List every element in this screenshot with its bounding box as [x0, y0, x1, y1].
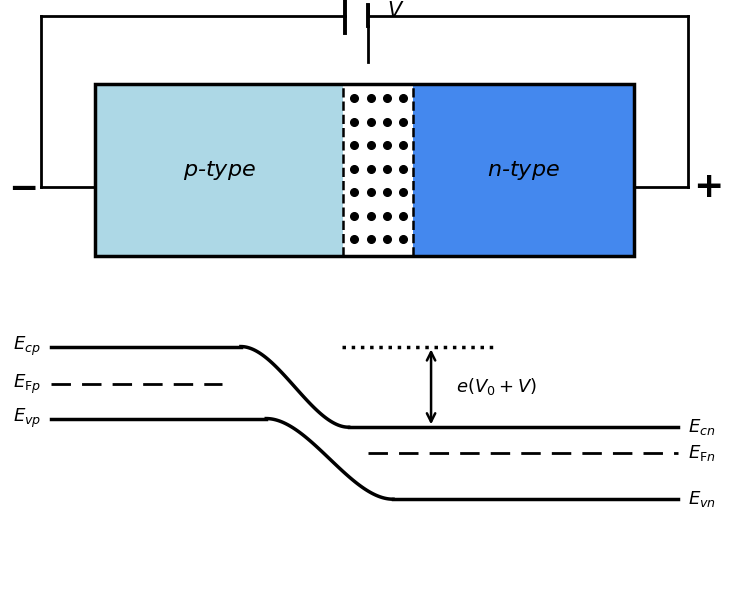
- Bar: [95, 84, 634, 256]
- Text: $E_{cp}$: $E_{cp}$: [13, 335, 42, 358]
- Text: $E_{vp}$: $E_{vp}$: [13, 407, 42, 430]
- Text: $\mathbf{-}$: $\mathbf{-}$: [8, 170, 36, 204]
- Text: $E_{\mathrm{F}n}$: $E_{\mathrm{F}n}$: [687, 443, 716, 463]
- Text: $E_{cn}$: $E_{cn}$: [687, 417, 715, 437]
- Bar: [95, 84, 343, 256]
- Text: $E_{\mathrm{F}p}$: $E_{\mathrm{F}p}$: [13, 373, 42, 395]
- Text: $\mathbf{+}$: $\mathbf{+}$: [693, 170, 721, 204]
- Text: $E_{vn}$: $E_{vn}$: [687, 489, 716, 509]
- Text: $V$: $V$: [386, 1, 404, 21]
- Bar: [343, 84, 413, 256]
- Text: $p$-type: $p$-type: [182, 158, 255, 182]
- Text: $e(V_0 + V)$: $e(V_0 + V)$: [456, 376, 537, 397]
- Text: $n$-type: $n$-type: [487, 158, 560, 182]
- Bar: [413, 84, 634, 256]
